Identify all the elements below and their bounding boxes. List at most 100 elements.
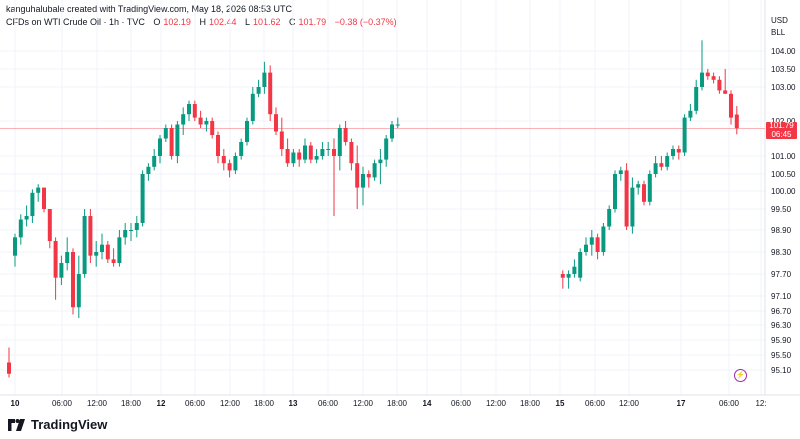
- time-tick-label: 06:00: [451, 399, 472, 408]
- candle-body: [7, 362, 11, 374]
- candle-body: [366, 174, 371, 178]
- candle: [268, 65, 273, 121]
- candle-body: [355, 163, 360, 188]
- time-tick-label: 15: [556, 399, 565, 408]
- candle: [378, 149, 383, 185]
- candle-body: [24, 216, 29, 220]
- candle-body: [729, 93, 733, 118]
- open-value: 102.19: [163, 17, 191, 27]
- candle: [88, 209, 93, 263]
- candle: [65, 237, 70, 271]
- candle: [320, 142, 325, 160]
- candle-body: [671, 149, 675, 156]
- candle-body: [676, 149, 681, 153]
- candle: [355, 145, 360, 209]
- candle: [152, 149, 157, 171]
- candles-layer: [0, 40, 765, 378]
- candle-body: [653, 163, 658, 174]
- time-tick-label: 18:00: [121, 399, 142, 408]
- candle-body: [134, 223, 139, 230]
- candle-body: [140, 174, 145, 223]
- candle: [59, 255, 64, 285]
- candle-body: [53, 241, 58, 278]
- candle-body: [279, 131, 284, 149]
- candle: [227, 159, 232, 178]
- candle-body: [297, 152, 302, 160]
- candle: [175, 121, 180, 164]
- current-price-badge: 101.79 06:45: [766, 121, 797, 139]
- candle: [71, 248, 75, 315]
- candle-body: [314, 156, 319, 160]
- candle: [146, 163, 151, 181]
- candle-body: [607, 209, 612, 227]
- candle: [630, 177, 635, 234]
- candle-body: [152, 156, 157, 167]
- candle: [688, 104, 693, 121]
- candle: [140, 170, 145, 227]
- close-value: 101.79: [298, 17, 327, 27]
- candle-body: [624, 170, 629, 227]
- candle: [36, 184, 41, 202]
- candle-body: [59, 263, 64, 278]
- candle: [589, 230, 594, 256]
- candle: [53, 237, 58, 300]
- candle: [76, 255, 81, 318]
- candle: [314, 149, 319, 164]
- ohlc-values: O 102.19 H 102.44 L 101.62 C 101.79 −0.38 (−…: [153, 17, 399, 27]
- candle-body: [105, 244, 110, 260]
- price-tick-label: 95.90: [771, 336, 792, 345]
- lightning-icon[interactable]: ⚡: [734, 369, 747, 382]
- candle-body: [82, 216, 87, 274]
- candle-body: [239, 142, 244, 156]
- tradingview-mark-icon: [8, 418, 25, 431]
- currency-label[interactable]: USD: [771, 16, 788, 25]
- candle: [384, 135, 389, 167]
- high-label: H: [199, 17, 206, 27]
- candle: [560, 270, 565, 289]
- candle-body: [308, 145, 313, 160]
- price-tick-label: 101.00: [771, 152, 796, 161]
- bar-countdown: 06:45: [771, 129, 792, 139]
- candle-body: [30, 192, 35, 216]
- time-tick-label: 17: [677, 399, 686, 408]
- candle-body: [210, 121, 215, 135]
- price-tick-label: 104.00: [771, 47, 796, 56]
- candle-body: [250, 93, 255, 121]
- time-tick-label: 06:00: [719, 399, 740, 408]
- candle: [245, 117, 249, 146]
- candle: [18, 214, 23, 245]
- candle-body: [694, 87, 699, 111]
- symbol-title[interactable]: CFDs on WTI Crude Oil · 1h · TVC: [6, 17, 145, 27]
- candle-body: [245, 121, 249, 142]
- change-value: −0.38 (−0.37%): [334, 17, 397, 27]
- candle: [578, 248, 583, 282]
- candle: [308, 142, 313, 164]
- candle: [274, 107, 278, 135]
- candle: [595, 233, 600, 260]
- candle: [705, 69, 710, 80]
- candle: [105, 241, 110, 263]
- candle-body: [100, 244, 104, 252]
- price-tick-label: 99.50: [771, 205, 792, 214]
- candle-body: [129, 230, 133, 231]
- candle-body: [13, 237, 17, 256]
- candle-body: [146, 166, 151, 174]
- unit-label[interactable]: BLL: [771, 28, 786, 37]
- candle: [100, 233, 104, 260]
- candle-body: [636, 184, 641, 188]
- candle-body: [601, 226, 606, 252]
- candle: [659, 156, 664, 171]
- candle-body: [560, 274, 565, 278]
- candle-body: [589, 237, 594, 245]
- grid-layer: [0, 0, 800, 396]
- candle: [250, 87, 255, 125]
- candle-body: [384, 138, 389, 160]
- candle-body: [395, 124, 400, 126]
- time-tick-label: 12:: [755, 399, 766, 408]
- candle-body: [647, 174, 652, 202]
- candle-body: [361, 174, 365, 188]
- candle: [256, 79, 261, 98]
- candle-body: [88, 216, 93, 256]
- candle: [601, 223, 606, 256]
